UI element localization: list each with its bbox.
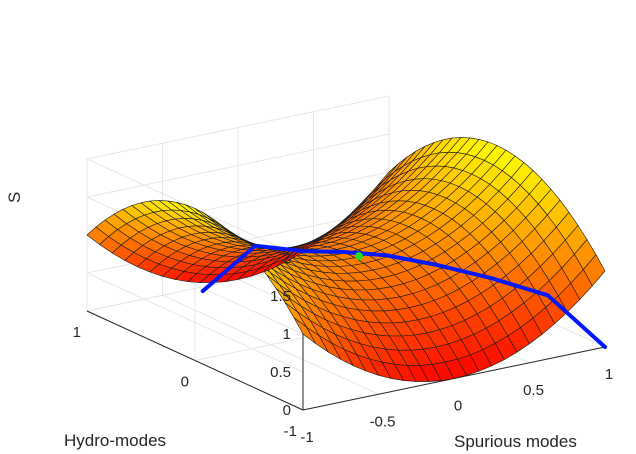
x-axis-label: Spurious modes — [454, 432, 577, 451]
z-tick-label: 2 — [283, 250, 291, 267]
z-tick-label: 0.5 — [270, 364, 291, 381]
x-tick-label: -1 — [300, 429, 313, 446]
z-tick-label: 1.5 — [270, 288, 291, 305]
z-tick-label: 1 — [283, 326, 291, 343]
surface-mesh — [86, 137, 606, 382]
y-tick-label: -1 — [284, 423, 297, 440]
x-tick-label: -0.5 — [370, 413, 396, 430]
marker-point — [354, 252, 363, 261]
y-tick-label: 1 — [73, 324, 81, 341]
curve-line — [200, 243, 607, 349]
curve-layer — [200, 243, 607, 349]
z-axis-label: S — [5, 192, 24, 203]
y-axis-label: Hydro-modes — [64, 431, 166, 450]
surface-face — [583, 254, 606, 287]
tick-labels: 0 0.5 1 1.5 2 -1 -0.5 0 0.5 1 -1 0 1 — [73, 250, 614, 446]
x-tick-label: 0.5 — [523, 382, 544, 399]
x-tick-label: 0 — [454, 398, 462, 415]
z-tick-label: 0 — [283, 402, 291, 419]
y-tick-label: 0 — [181, 374, 189, 391]
x-tick-label: 1 — [605, 366, 613, 383]
y-axis-line — [86, 310, 304, 411]
